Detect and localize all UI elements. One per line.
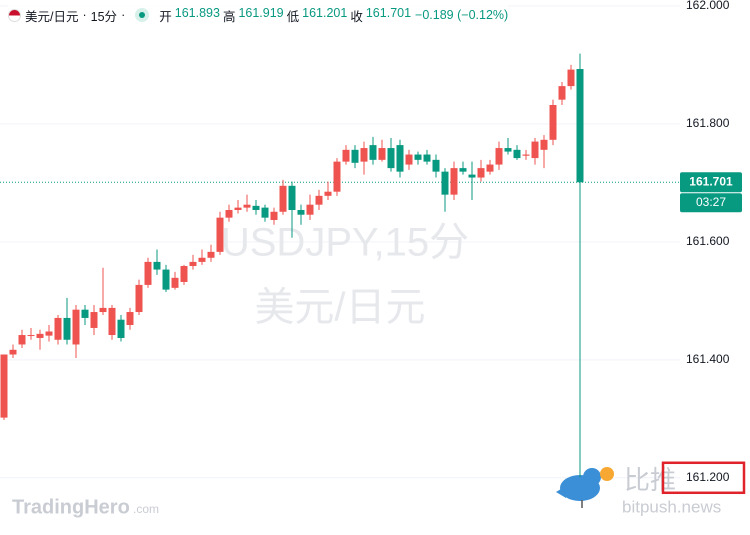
candle-body (378, 148, 386, 160)
candle-body (216, 217, 224, 252)
candle-body (198, 257, 206, 262)
flag-icon (8, 8, 21, 22)
candle-body (567, 69, 575, 87)
candle-body (522, 154, 530, 156)
y-tick-label: 161.200 (686, 470, 730, 484)
ohlc-label: 高 (222, 9, 236, 24)
legend-header: 美元/日元 · 15分 · 开 161.893 高 161.919 低 161.201 收 161… (8, 5, 509, 25)
ohlc: 开 161.893 高 161.919 低 161.201 收 161.701 (159, 6, 411, 25)
candle-body (189, 261, 197, 267)
candle-body (441, 171, 449, 195)
price-label-box (680, 172, 742, 193)
candle-body (153, 261, 161, 270)
candle-body (486, 164, 494, 172)
brand-left-suffix: .com (133, 502, 159, 516)
candle-body (90, 312, 98, 328)
candle-body (531, 141, 539, 159)
interval: 15分 (90, 9, 118, 24)
brand-cn: 比推 (624, 465, 676, 495)
candle-body (333, 161, 341, 192)
candle-body (468, 174, 476, 178)
candle-body (171, 277, 179, 288)
watermark: USDJPY,15分 (221, 221, 469, 265)
candle-body (126, 312, 134, 326)
candle-body (9, 349, 17, 355)
candle-body (540, 139, 548, 150)
candle-body (342, 149, 350, 162)
candle-body (54, 317, 62, 340)
candle-body (450, 168, 458, 195)
candle-body (135, 284, 143, 313)
candle-body (369, 145, 377, 160)
candle-body (513, 149, 521, 159)
candle-body (423, 154, 431, 162)
candle-body (108, 307, 116, 336)
candle-body (27, 335, 35, 337)
watermark: 美元/日元 (254, 286, 425, 330)
candle-body (387, 148, 395, 169)
ohlc-label: 开 (159, 9, 172, 24)
candle-body (432, 159, 440, 172)
y-tick-label: 161.800 (686, 116, 730, 130)
candle-body (63, 317, 71, 340)
y-tick-label: 161.400 (686, 352, 730, 366)
candle-body (252, 205, 260, 210)
candle-body (324, 191, 332, 196)
candle-body (306, 204, 314, 215)
candle-body (351, 149, 359, 163)
candle-body (0, 354, 8, 418)
y-tick-label: 161.600 (686, 234, 730, 248)
countdown-box (680, 193, 742, 213)
countdown: 03:27 (696, 195, 726, 209)
candle-body (72, 309, 80, 345)
change: −0.189 (−0.12%) (415, 8, 509, 22)
candle-body (414, 154, 422, 160)
candle-body (117, 319, 125, 338)
candle-body (495, 148, 503, 165)
candle-body (162, 269, 170, 290)
highlight-box (661, 461, 746, 495)
candle-body (360, 148, 368, 162)
candle-body (18, 335, 26, 345)
candle-body (288, 185, 296, 210)
ohlc-value: 161.201 (302, 5, 348, 20)
candle-body (99, 307, 107, 313)
candle-body (459, 168, 467, 172)
candle-body (549, 104, 557, 140)
candle-body (504, 148, 512, 152)
candle-body (558, 86, 566, 100)
candle-body (144, 261, 152, 285)
candle-body (36, 333, 44, 338)
price-label: 161.701 (689, 174, 733, 188)
candle-body (234, 207, 242, 210)
candle-body (243, 204, 251, 208)
ohlc-value: 161.701 (365, 5, 412, 20)
status-dot (135, 8, 150, 22)
candle-body (396, 145, 404, 172)
brand-en: bitpush.news (622, 497, 721, 516)
brand-left: TradingHero (12, 496, 130, 518)
candle-body (315, 195, 323, 205)
candle-body (279, 185, 287, 212)
ohlc-label: 收 (350, 9, 363, 24)
candle-body (225, 209, 233, 218)
candle-body (81, 309, 89, 318)
candle-body (477, 168, 485, 178)
candle-body (207, 251, 215, 258)
symbol: 美元/日元 (25, 9, 79, 24)
ohlc-label: 低 (286, 9, 300, 24)
candle-body (405, 154, 413, 165)
candle-body (45, 331, 53, 336)
candle-body (180, 266, 188, 282)
ohlc-value: 161.893 (174, 5, 220, 20)
candle-body (297, 209, 305, 215)
y-tick-label: 162.000 (686, 0, 730, 12)
candle-body (576, 69, 584, 183)
candle-body (261, 207, 269, 218)
candle-body (270, 211, 278, 221)
ohlc-value: 161.919 (238, 5, 284, 20)
bird-logo (556, 467, 614, 508)
